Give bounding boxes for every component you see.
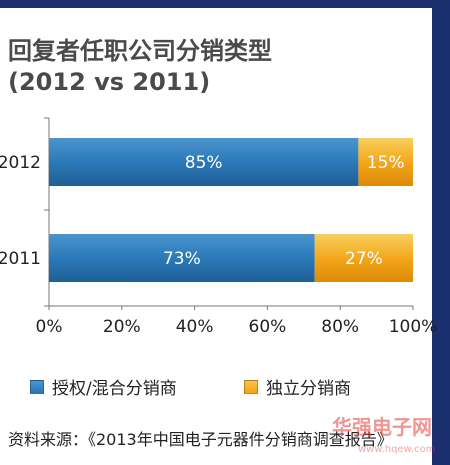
category-label-2011: 2011 — [0, 249, 41, 269]
data-label-2011-series-2: 27% — [345, 249, 383, 269]
stacked-bar-chart: 0% 20% 40% 60% 80% 100% 2012 85% 15% 2011 73% 27% — [0, 117, 438, 337]
x-tick-label: 60% — [249, 317, 287, 337]
bar-2012-series-2 — [358, 138, 413, 186]
data-label-2011-series-1: 73% — [163, 249, 201, 269]
legend-swatch-series-1 — [30, 379, 44, 394]
source-note: 资料来源：《2013年中国电子元器件分销商调查报告》 — [8, 430, 393, 449]
data-label-2012-series-1: 85% — [185, 153, 223, 173]
x-tick-label: 100% — [389, 317, 438, 337]
x-tick-label: 40% — [176, 317, 214, 337]
legend-item-series-1: 授权/混合分销商 — [30, 374, 177, 399]
legend-item-series-2: 独立分销商 — [244, 374, 351, 399]
x-tick-label: 80% — [321, 317, 359, 337]
x-tick-label: 20% — [103, 317, 141, 337]
x-tick-label: 0% — [36, 317, 63, 337]
chart-title: 回复者任职公司分销类型 — [8, 37, 272, 65]
legend-label-series-2: 独立分销商 — [266, 379, 351, 399]
bar-2012-series-1 — [49, 138, 359, 186]
category-label-2012: 2012 — [0, 153, 41, 173]
legend-label-series-1: 授权/混合分销商 — [52, 379, 177, 399]
frame-top-border — [0, 0, 450, 8]
data-label-2012-series-2: 15% — [367, 153, 405, 173]
chart-subtitle: (2012 vs 2011) — [8, 68, 211, 96]
frame-right-border — [432, 0, 450, 465]
legend-swatch-series-2 — [244, 379, 258, 394]
bar-2011-series-1 — [49, 234, 315, 282]
bar-2011-series-2 — [314, 234, 413, 282]
